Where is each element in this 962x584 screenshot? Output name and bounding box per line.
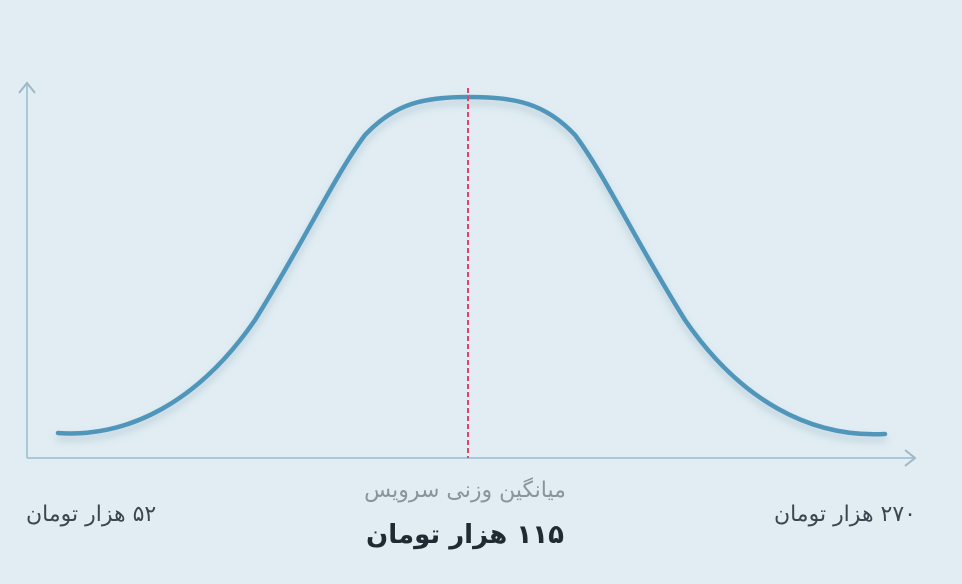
mean-value: ۱۱۵ هزار تومان xyxy=(366,520,564,550)
max-price-label: ۲۷۰ هزار تومان xyxy=(774,502,916,527)
distribution-curve xyxy=(58,97,885,434)
mean-caption: میانگین وزنی سرویس xyxy=(364,478,566,503)
min-price-label: ۵۲ هزار تومان xyxy=(26,502,156,527)
